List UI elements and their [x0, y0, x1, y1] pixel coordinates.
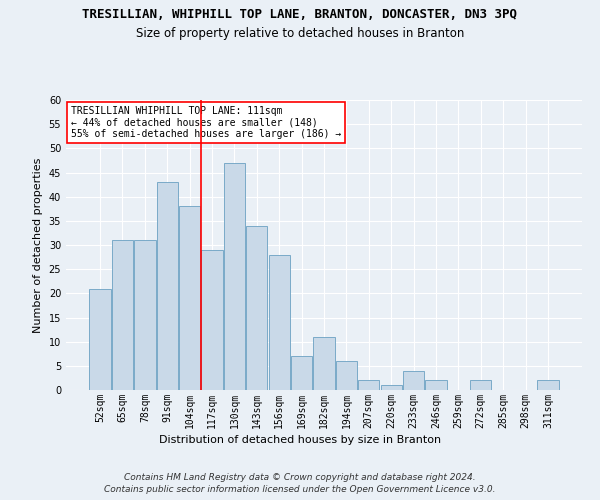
Bar	[358, 380, 379, 390]
Bar	[291, 356, 312, 390]
Bar	[246, 226, 268, 390]
Bar	[134, 240, 155, 390]
Bar	[403, 370, 424, 390]
Bar	[157, 182, 178, 390]
Text: Contains HM Land Registry data © Crown copyright and database right 2024.: Contains HM Land Registry data © Crown c…	[124, 472, 476, 482]
Bar	[380, 385, 402, 390]
Bar	[179, 206, 200, 390]
Text: Distribution of detached houses by size in Branton: Distribution of detached houses by size …	[159, 435, 441, 445]
Bar	[202, 250, 223, 390]
Y-axis label: Number of detached properties: Number of detached properties	[33, 158, 43, 332]
Bar	[89, 288, 111, 390]
Bar	[336, 361, 357, 390]
Bar	[112, 240, 133, 390]
Bar	[269, 254, 290, 390]
Text: TRESILLIAN WHIPHILL TOP LANE: 111sqm
← 44% of detached houses are smaller (148)
: TRESILLIAN WHIPHILL TOP LANE: 111sqm ← 4…	[71, 106, 341, 139]
Bar	[425, 380, 446, 390]
Bar	[313, 337, 335, 390]
Bar	[537, 380, 559, 390]
Text: Size of property relative to detached houses in Branton: Size of property relative to detached ho…	[136, 28, 464, 40]
Bar	[224, 163, 245, 390]
Bar	[470, 380, 491, 390]
Text: Contains public sector information licensed under the Open Government Licence v3: Contains public sector information licen…	[104, 485, 496, 494]
Text: TRESILLIAN, WHIPHILL TOP LANE, BRANTON, DONCASTER, DN3 3PQ: TRESILLIAN, WHIPHILL TOP LANE, BRANTON, …	[83, 8, 517, 20]
